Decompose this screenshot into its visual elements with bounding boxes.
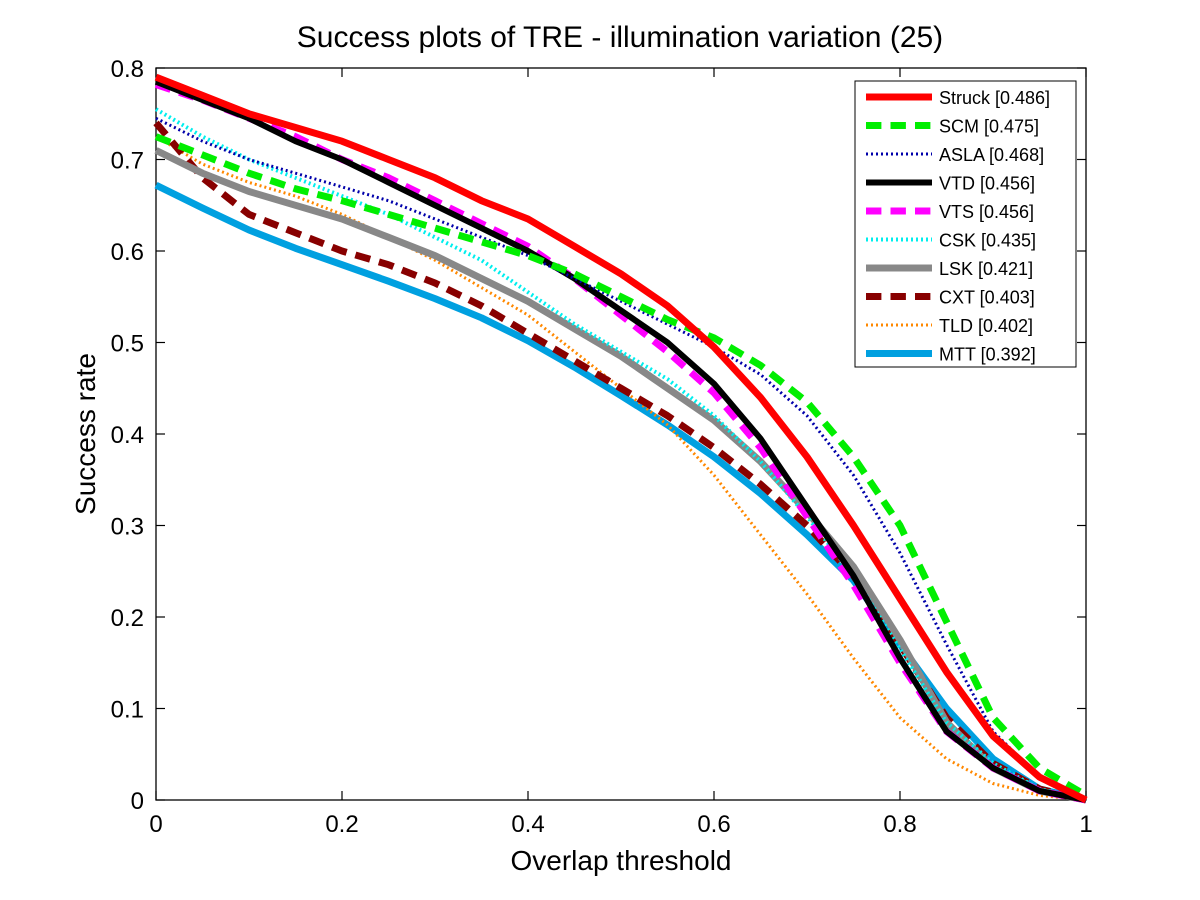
- series-line-scm: [154, 133, 1088, 799]
- series-line-mtt: [154, 181, 1087, 804]
- legend-label: VTD [0.456]: [939, 174, 1035, 194]
- legend-label: VTS [0.456]: [939, 202, 1034, 222]
- y-tick-label: 0.4: [111, 422, 144, 449]
- legend-label: LSK [0.421]: [939, 259, 1033, 279]
- series-line-vts: [154, 81, 1087, 804]
- legend-label: CXT [0.403]: [939, 288, 1035, 308]
- series-layer: [153, 73, 1088, 804]
- series-line-csk: [154, 107, 1087, 802]
- series-line-lsk: [154, 147, 1087, 804]
- x-tick-label: 0: [149, 811, 162, 838]
- x-tick-label: 0.6: [697, 811, 730, 838]
- legend-label: ASLA [0.468]: [939, 145, 1044, 165]
- legend-label: Struck [0.486]: [939, 88, 1050, 108]
- y-tick-label: 0.2: [111, 605, 144, 632]
- chart-title: Success plots of TRE - illumination vari…: [297, 21, 943, 54]
- y-tick-label: 0: [131, 788, 144, 815]
- x-tick-label: 0.8: [883, 811, 916, 838]
- y-tick-label: 0.3: [111, 514, 144, 541]
- x-tick-label: 1: [1079, 811, 1092, 838]
- legend: Struck [0.486] SCM [0.475] ASLA [0.468] VTD…: [854, 80, 1077, 368]
- y-tick-label: 0.5: [111, 331, 144, 358]
- series-line-vtd: [154, 78, 1087, 803]
- series-line-asla: [155, 116, 1087, 802]
- y-tick-label: 0.1: [111, 697, 144, 724]
- legend-label: SCM [0.475]: [939, 117, 1039, 137]
- y-tick-label: 0.8: [111, 56, 144, 83]
- x-tick-label: 0.4: [511, 811, 544, 838]
- y-tick-label: 0.7: [111, 148, 144, 175]
- y-axis-label: Success rate: [70, 353, 101, 515]
- series-line-struck: [154, 73, 1088, 804]
- legend-label: CSK [0.435]: [939, 231, 1036, 251]
- axis-ticks: 0 0.2 0.4 0.6 0.8 1 0 0.1 0.2 0.3 0.4 0.5 0.6 0.7 0.8: [111, 56, 1093, 838]
- x-axis-label: Overlap threshold: [510, 845, 731, 876]
- x-tick-label: 0.2: [325, 811, 358, 838]
- y-tick-label: 0.6: [111, 239, 144, 266]
- legend-label: MTT [0.392]: [939, 345, 1036, 365]
- legend-label: TLD [0.402]: [939, 316, 1033, 336]
